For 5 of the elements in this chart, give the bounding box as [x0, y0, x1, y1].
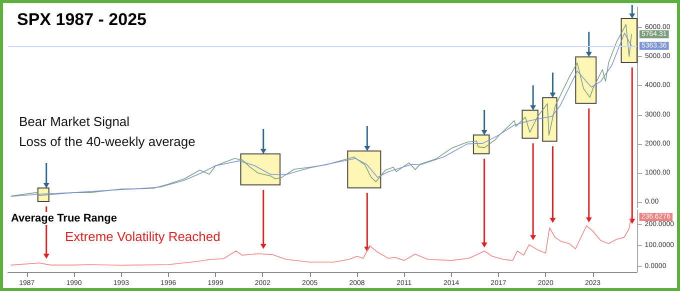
annotation: Loss of the 40-weekly average — [19, 134, 196, 149]
annotation: Extreme Volatility Reached — [65, 229, 220, 244]
annotation: Bear Market Signal — [19, 114, 130, 129]
chart-title: SPX 1987 - 2025 — [17, 10, 146, 29]
chart-title: Average True Range — [11, 212, 117, 224]
